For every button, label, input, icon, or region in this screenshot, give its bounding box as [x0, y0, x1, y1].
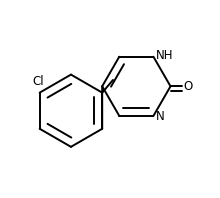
Text: Cl: Cl: [32, 75, 44, 88]
Text: O: O: [184, 80, 193, 93]
Text: N: N: [155, 110, 164, 123]
Text: NH: NH: [156, 49, 173, 62]
